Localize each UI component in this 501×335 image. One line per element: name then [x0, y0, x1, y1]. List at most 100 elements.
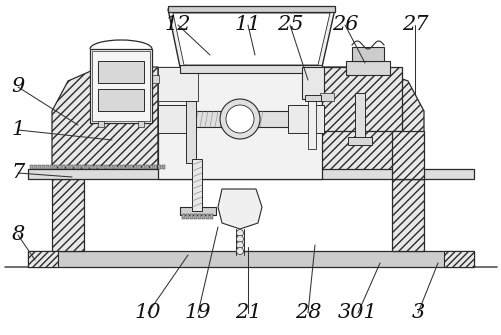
Bar — [98, 61, 144, 83]
Bar — [146, 165, 149, 169]
Text: 27: 27 — [401, 15, 427, 35]
Bar — [191, 159, 201, 211]
Bar — [182, 214, 185, 219]
Bar — [347, 137, 371, 145]
Bar — [150, 165, 153, 169]
Circle shape — [236, 248, 243, 255]
Bar — [86, 165, 89, 169]
Bar — [443, 251, 473, 267]
Bar — [28, 251, 473, 267]
Bar — [66, 165, 69, 169]
Bar — [98, 89, 144, 111]
Text: 301: 301 — [338, 304, 377, 323]
Bar — [42, 165, 45, 169]
Bar — [142, 165, 145, 169]
Bar — [58, 165, 61, 169]
Text: 8: 8 — [12, 225, 25, 245]
Bar — [319, 93, 333, 101]
Circle shape — [236, 236, 243, 243]
Bar — [138, 165, 141, 169]
Text: 9: 9 — [12, 77, 25, 96]
Bar — [345, 61, 389, 75]
Bar — [62, 165, 65, 169]
Bar — [162, 165, 165, 169]
Bar — [78, 165, 81, 169]
Bar — [186, 101, 195, 163]
Bar — [106, 165, 109, 169]
Bar — [180, 207, 215, 215]
Bar — [158, 165, 161, 169]
Bar — [186, 214, 188, 219]
Bar — [158, 111, 321, 127]
Bar — [130, 165, 133, 169]
Bar — [158, 67, 321, 179]
Bar — [158, 67, 197, 101]
Bar — [110, 165, 113, 169]
Bar — [288, 105, 323, 133]
Bar — [54, 165, 57, 169]
Circle shape — [219, 99, 260, 139]
Bar — [70, 165, 73, 169]
Polygon shape — [217, 189, 262, 229]
Bar — [98, 165, 101, 169]
Bar — [321, 67, 401, 131]
Bar — [98, 121, 104, 127]
Bar — [168, 6, 334, 12]
Bar — [52, 179, 84, 251]
Bar — [189, 214, 192, 219]
Bar — [354, 93, 364, 141]
Polygon shape — [173, 13, 329, 65]
Bar — [102, 165, 105, 169]
Bar — [38, 165, 41, 169]
Bar — [90, 165, 93, 169]
Polygon shape — [321, 67, 423, 179]
Text: 10: 10 — [134, 304, 161, 323]
Bar — [138, 121, 144, 127]
Bar — [74, 165, 77, 169]
Bar — [158, 105, 193, 133]
Bar — [126, 165, 129, 169]
Bar — [308, 99, 315, 149]
Bar — [114, 165, 117, 169]
Bar — [145, 75, 159, 83]
Text: 19: 19 — [184, 304, 211, 323]
Bar — [28, 169, 473, 179]
Bar — [28, 251, 58, 267]
Bar — [154, 165, 157, 169]
Bar — [30, 165, 33, 169]
Text: 25: 25 — [276, 15, 303, 35]
Bar — [50, 165, 53, 169]
Bar — [351, 47, 383, 61]
Bar — [94, 165, 97, 169]
Bar — [391, 179, 423, 251]
Bar — [302, 67, 323, 99]
Bar — [305, 95, 320, 101]
Bar — [193, 214, 196, 219]
Bar — [180, 65, 321, 73]
Circle shape — [236, 242, 243, 249]
Text: 11: 11 — [234, 15, 261, 35]
Bar — [201, 214, 204, 219]
Bar — [90, 49, 152, 123]
Bar — [34, 165, 37, 169]
Polygon shape — [52, 67, 158, 179]
Text: 26: 26 — [331, 15, 358, 35]
Text: 7: 7 — [12, 163, 25, 183]
Text: 1: 1 — [12, 121, 25, 139]
Bar — [46, 165, 49, 169]
Circle shape — [236, 229, 243, 237]
Bar — [92, 51, 150, 121]
Text: 21: 21 — [234, 304, 261, 323]
Text: 12: 12 — [164, 15, 191, 35]
Bar — [205, 214, 208, 219]
Circle shape — [225, 105, 254, 133]
Bar — [209, 214, 212, 219]
Bar — [122, 165, 125, 169]
Bar — [118, 165, 121, 169]
Bar — [391, 131, 423, 179]
Bar — [197, 214, 200, 219]
Bar — [134, 165, 137, 169]
Polygon shape — [168, 9, 334, 67]
Text: 28: 28 — [294, 304, 321, 323]
Bar — [82, 165, 85, 169]
